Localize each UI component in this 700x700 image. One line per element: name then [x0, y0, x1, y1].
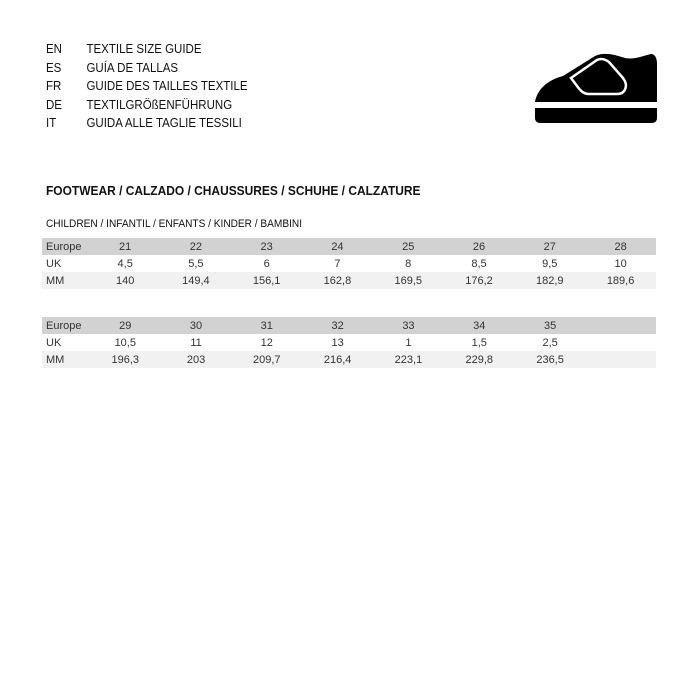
size-cell: 9,5	[542, 257, 558, 270]
size-cell: 7	[334, 257, 341, 270]
lang-row-de: DE TEXTILGRÖßENFÜHRUNG	[46, 96, 248, 115]
size-cell	[586, 334, 656, 351]
size-cell: 1,5	[471, 336, 487, 349]
size-cell: 2,5	[542, 336, 558, 349]
size-cell: 31	[231, 317, 303, 334]
size-cell: 11	[190, 336, 202, 349]
size-cell: 189,6	[585, 272, 656, 289]
lang-title: GUÍA DE TALLAS	[86, 60, 179, 75]
size-cell: 149,4	[160, 272, 232, 289]
size-cell: 32	[302, 317, 374, 334]
size-cell	[585, 351, 656, 368]
size-cell: 169,5	[372, 272, 444, 289]
size-cell: 27	[514, 238, 586, 255]
size-cell: 25	[372, 238, 444, 255]
size-cell: 236,5	[514, 351, 586, 368]
size-cell: 30	[160, 317, 232, 334]
lang-row-en: EN TEXTILE SIZE GUIDE	[46, 40, 248, 59]
lang-code: FR	[46, 79, 62, 94]
size-cell: 1	[405, 336, 412, 349]
row-label: MM	[42, 351, 90, 368]
size-cell: 8	[405, 257, 412, 270]
size-cell: 34	[443, 317, 515, 334]
size-cell: 223,1	[373, 351, 444, 368]
size-cell: 162,8	[302, 272, 373, 289]
size-cell: 13	[331, 336, 344, 349]
size-cell: 8,5	[471, 257, 487, 270]
table-row-europe: Europe 21 22 23 24 25 26 27 28	[42, 238, 656, 255]
size-cell: 156,1	[231, 272, 303, 289]
size-cell: 26	[443, 238, 515, 255]
row-label: MM	[42, 272, 90, 289]
section-title: FOOTWEAR / CALZADO / CHAUSSURES / SCHUHE…	[46, 183, 421, 198]
row-label: Europe	[42, 238, 90, 255]
size-cell: 4,5	[117, 257, 133, 270]
size-cell: 196,3	[89, 351, 161, 368]
size-cell: 22	[160, 238, 232, 255]
size-cell: 229,8	[443, 351, 515, 368]
size-cell: 21	[89, 238, 161, 255]
size-cell	[585, 317, 656, 334]
size-cell: 182,9	[514, 272, 586, 289]
size-cell: 28	[585, 238, 656, 255]
size-cell: 35	[514, 317, 586, 334]
language-titles: EN TEXTILE SIZE GUIDE ES GUÍA DE TALLAS FR…	[46, 40, 248, 133]
table-row-uk: UK 4,5 5,5 6 7 8 8,5 9,5 10	[42, 255, 656, 272]
lang-code: DE	[46, 97, 62, 112]
lang-row-it: IT GUIDA ALLE TAGLIE TESSILI	[46, 114, 248, 133]
size-cell: 10	[614, 257, 627, 270]
lang-code: EN	[46, 42, 62, 56]
size-cell: 203	[160, 351, 232, 368]
lang-title: GUIDE DES TAILLES TEXTILE	[86, 79, 248, 94]
size-cell: 176,2	[443, 272, 515, 289]
size-cell: 209,7	[231, 351, 303, 368]
row-label: UK	[46, 257, 62, 270]
lang-code: IT	[46, 116, 57, 131]
size-cell: 23	[231, 238, 303, 255]
lang-title: TEXTILGRÖßENFÜHRUNG	[86, 97, 233, 112]
table-row-europe: Europe 29 30 31 32 33 34 35	[42, 317, 656, 334]
size-cell: 216,4	[302, 351, 374, 368]
size-cell: 24	[302, 238, 373, 255]
table-row-mm: MM 196,3 203 209,7 216,4 223,1 229,8 236,5	[42, 351, 656, 368]
size-table-2: Europe 29 30 31 32 33 34 35 UK 10,5 11 12 13 1 1,5 2,5 M…	[42, 317, 656, 368]
lang-row-es: ES GUÍA DE TALLAS	[46, 59, 248, 78]
table-row-uk: UK 10,5 11 12 13 1 1,5 2,5	[42, 334, 656, 351]
lang-code: ES	[46, 60, 62, 75]
table-row-mm: MM 140 149,4 156,1 162,8 169,5 176,2 182,9 189,6	[42, 272, 656, 289]
size-cell: 29	[89, 317, 161, 334]
size-cell: 5,5	[188, 257, 204, 270]
velcro-shoe-icon	[535, 53, 657, 123]
size-cell: 10,5	[114, 336, 136, 349]
row-label: Europe	[42, 317, 90, 334]
lang-title: GUIDA ALLE TAGLIE TESSILI	[86, 116, 242, 131]
lang-title: TEXTILE SIZE GUIDE	[86, 42, 202, 56]
size-cell: 6	[263, 257, 270, 270]
lang-row-fr: FR GUIDE DES TAILLES TEXTILE	[46, 77, 248, 96]
sub-title: CHILDREN / INFANTIL / ENFANTS / KINDER /…	[46, 218, 303, 230]
size-cell: 12	[260, 336, 273, 349]
size-cell: 33	[373, 317, 444, 334]
size-cell: 140	[89, 272, 161, 289]
row-label: UK	[46, 336, 62, 349]
size-table-1: Europe 21 22 23 24 25 26 27 28 UK 4,5 5,5 6 7 8 8,5 9,5 1…	[42, 238, 656, 289]
